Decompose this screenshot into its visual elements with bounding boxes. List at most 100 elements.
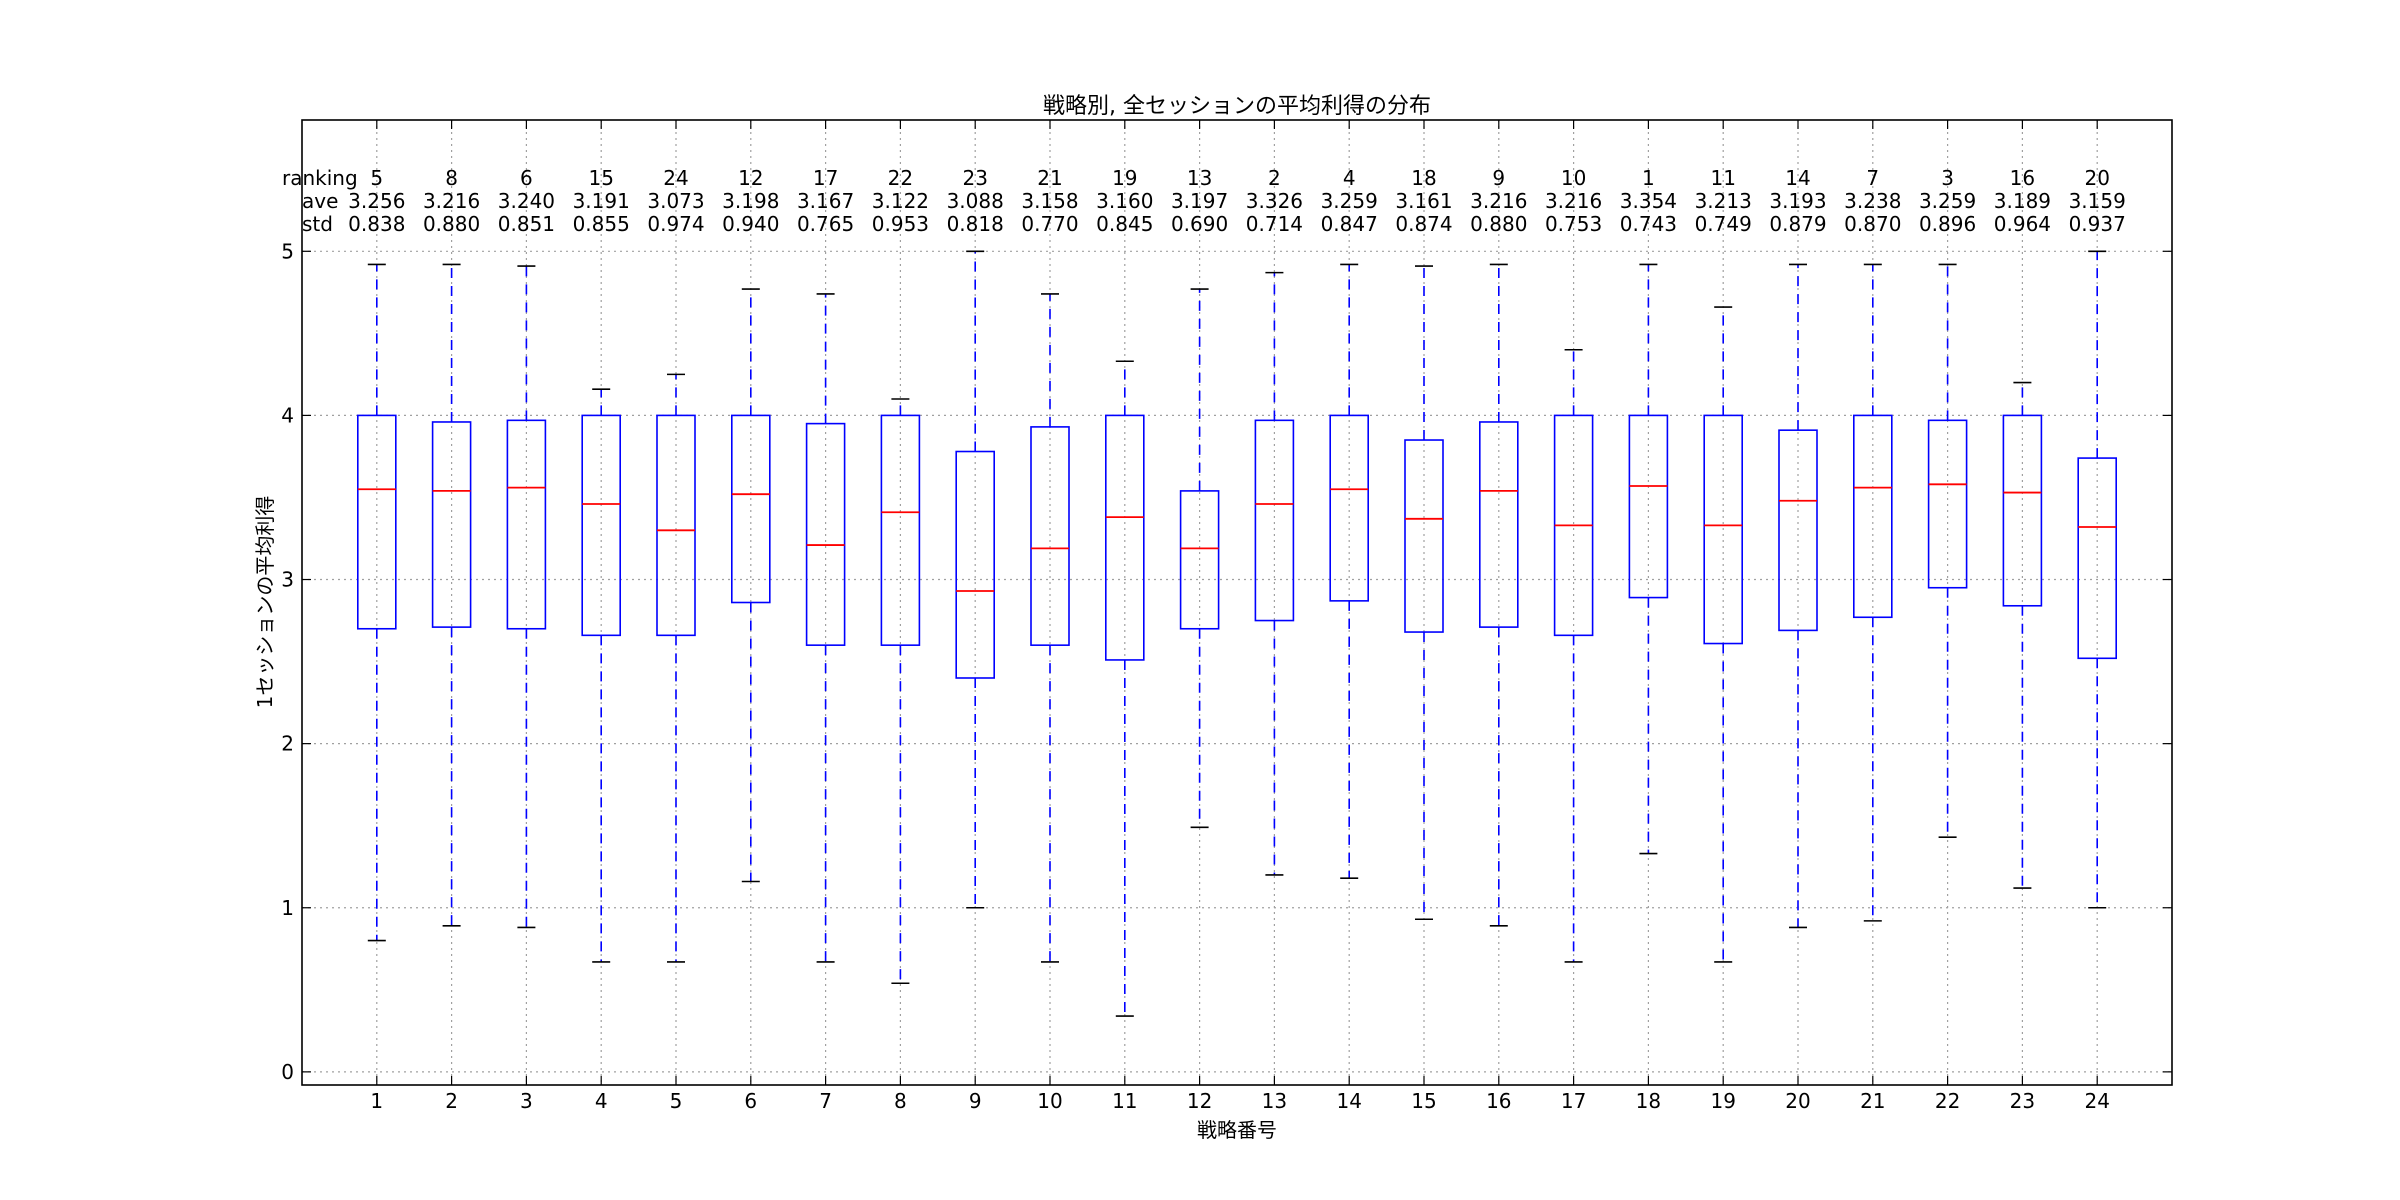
ave-value: 3.088 bbox=[947, 189, 1004, 213]
std-value: 0.896 bbox=[1919, 212, 1976, 236]
ave-value: 3.216 bbox=[1545, 189, 1602, 213]
x-tick-label: 17 bbox=[1561, 1089, 1586, 1113]
ranking-value: 4 bbox=[1343, 166, 1356, 190]
box-7 bbox=[805, 293, 846, 963]
std-value: 0.847 bbox=[1321, 212, 1378, 236]
iqr-box bbox=[1703, 414, 1743, 645]
box-17 bbox=[1553, 348, 1594, 963]
box-19 bbox=[1703, 306, 1743, 963]
x-tick-label: 19 bbox=[1710, 1089, 1735, 1113]
iqr-box bbox=[356, 414, 397, 630]
x-tick-label: 24 bbox=[2084, 1089, 2109, 1113]
y-tick-label: 2 bbox=[281, 732, 294, 756]
iqr-box bbox=[1479, 421, 1519, 628]
ranking-value: 2 bbox=[1268, 166, 1281, 190]
x-tick-label: 8 bbox=[894, 1089, 907, 1113]
x-tick-label: 10 bbox=[1037, 1089, 1062, 1113]
ave-value: 3.193 bbox=[1769, 189, 1826, 213]
ave-value: 3.073 bbox=[647, 189, 704, 213]
x-tick-label: 6 bbox=[744, 1089, 757, 1113]
y-tick-label: 0 bbox=[281, 1060, 294, 1084]
std-value: 0.765 bbox=[797, 212, 854, 236]
box-14 bbox=[1329, 263, 1369, 880]
y-tick-label: 1 bbox=[281, 896, 294, 920]
x-tick-label: 16 bbox=[1486, 1089, 1511, 1113]
std-value: 0.714 bbox=[1246, 212, 1303, 236]
std-value: 0.753 bbox=[1545, 212, 1602, 236]
x-tick-label: 1 bbox=[370, 1089, 383, 1113]
box-11 bbox=[1105, 360, 1145, 1017]
ave-value: 3.159 bbox=[2069, 189, 2126, 213]
iqr-box bbox=[2002, 414, 2043, 607]
std-value: 0.845 bbox=[1096, 212, 1153, 236]
ave-value: 3.240 bbox=[498, 189, 555, 213]
iqr-box bbox=[1853, 414, 1893, 619]
x-tick-label: 23 bbox=[2010, 1089, 2035, 1113]
ranking-value: 20 bbox=[2084, 166, 2109, 190]
ave-row-label: ave bbox=[302, 189, 338, 213]
ave-value: 3.238 bbox=[1844, 189, 1901, 213]
std-value: 0.940 bbox=[722, 212, 779, 236]
std-value: 0.874 bbox=[1395, 212, 1452, 236]
ave-value: 3.198 bbox=[722, 189, 779, 213]
ranking-row-label: ranking bbox=[282, 166, 358, 190]
chart-title: 戦略別, 全セッションの平均利得の分布 bbox=[1043, 94, 1431, 119]
ave-value: 3.160 bbox=[1096, 189, 1153, 213]
x-tick-label: 14 bbox=[1336, 1089, 1361, 1113]
ave-value: 3.259 bbox=[1919, 189, 1976, 213]
box-2 bbox=[431, 263, 472, 927]
y-tick-label: 5 bbox=[281, 239, 294, 263]
ranking-value: 6 bbox=[520, 166, 533, 190]
box-13 bbox=[1254, 271, 1295, 876]
iqr-box bbox=[1778, 429, 1818, 632]
iqr-box bbox=[431, 421, 472, 628]
ave-value: 3.189 bbox=[1994, 189, 2051, 213]
ranking-value: 22 bbox=[888, 166, 913, 190]
box-8 bbox=[880, 398, 921, 985]
ave-value: 3.158 bbox=[1021, 189, 1078, 213]
ave-value: 3.354 bbox=[1620, 189, 1677, 213]
ranking-value: 23 bbox=[962, 166, 987, 190]
std-value: 0.851 bbox=[498, 212, 555, 236]
iqr-box bbox=[955, 450, 996, 679]
ave-value: 3.191 bbox=[573, 189, 630, 213]
ranking-value: 5 bbox=[370, 166, 383, 190]
iqr-box bbox=[805, 422, 846, 646]
iqr-box bbox=[1030, 426, 1070, 646]
box-series bbox=[356, 250, 2117, 1017]
std-value: 0.855 bbox=[573, 212, 630, 236]
x-tick-label: 21 bbox=[1860, 1089, 1885, 1113]
x-axis-label: 戦略番号 bbox=[1197, 1118, 1277, 1142]
x-tick-label: 9 bbox=[969, 1089, 982, 1113]
ranking-value: 7 bbox=[1866, 166, 1879, 190]
iqr-box bbox=[656, 414, 696, 637]
ranking-value: 9 bbox=[1492, 166, 1505, 190]
box-23 bbox=[2002, 381, 2043, 889]
iqr-box bbox=[1329, 414, 1369, 602]
ave-value: 3.259 bbox=[1321, 189, 1378, 213]
ave-value: 3.216 bbox=[423, 189, 480, 213]
box-1 bbox=[356, 263, 397, 942]
std-value: 0.743 bbox=[1620, 212, 1677, 236]
iqr-box bbox=[1179, 490, 1220, 630]
ranking-value: 11 bbox=[1710, 166, 1735, 190]
ranking-value: 8 bbox=[445, 166, 458, 190]
std-value: 0.974 bbox=[647, 212, 704, 236]
box-24 bbox=[2077, 250, 2117, 909]
ranking-value: 21 bbox=[1037, 166, 1062, 190]
y-tick-label: 4 bbox=[281, 403, 294, 427]
box-4 bbox=[581, 388, 622, 963]
box-16 bbox=[1479, 263, 1519, 927]
ave-value: 3.326 bbox=[1246, 189, 1303, 213]
x-tick-label: 15 bbox=[1411, 1089, 1436, 1113]
std-value: 0.953 bbox=[872, 212, 929, 236]
ranking-value: 24 bbox=[663, 166, 688, 190]
iqr-box bbox=[1927, 419, 1968, 589]
ave-value: 3.256 bbox=[348, 189, 405, 213]
std-row-label: std bbox=[302, 212, 333, 236]
box-22 bbox=[1927, 263, 1968, 838]
iqr-box bbox=[880, 414, 921, 646]
box-12 bbox=[1179, 288, 1220, 829]
